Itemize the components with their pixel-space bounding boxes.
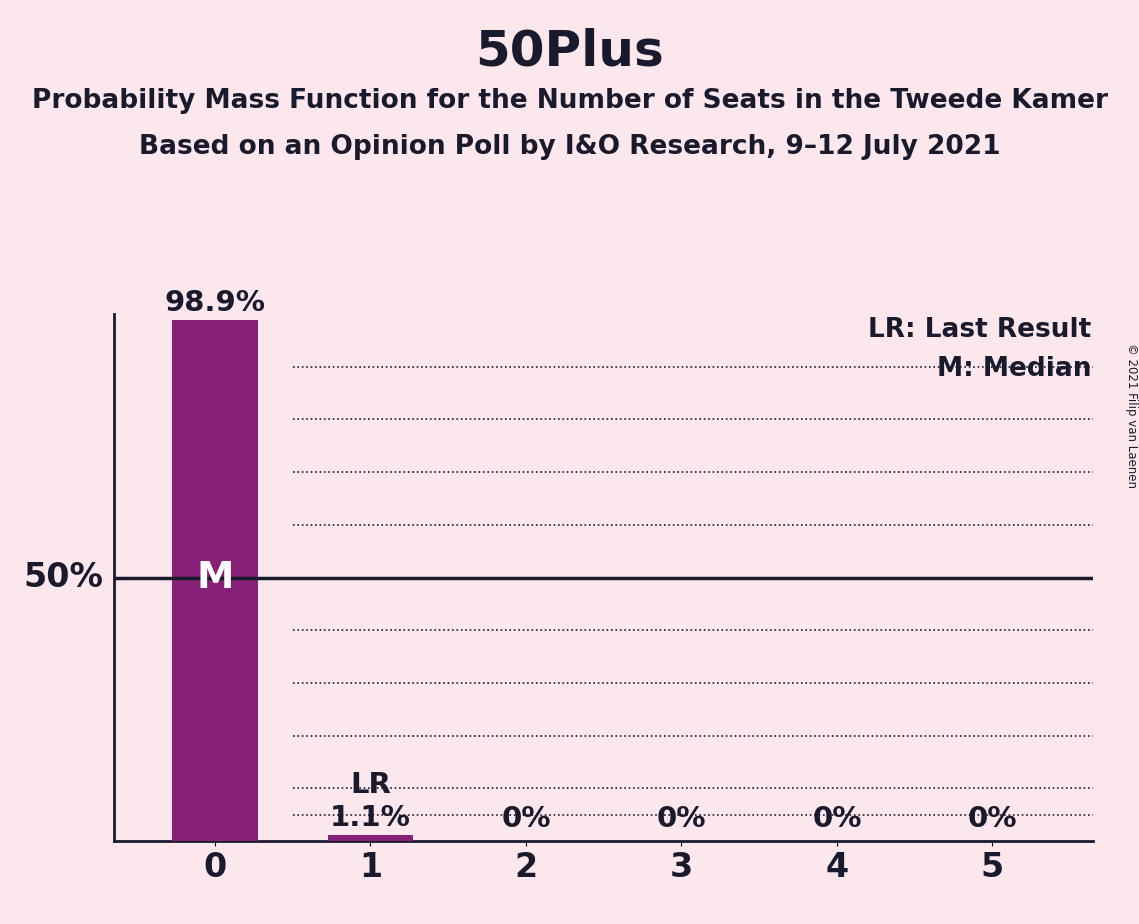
Text: 0%: 0% — [812, 805, 861, 833]
Text: 0%: 0% — [968, 805, 1017, 833]
Text: © 2021 Filip van Laenen: © 2021 Filip van Laenen — [1124, 344, 1138, 488]
Bar — [172, 320, 257, 841]
Text: M: Median: M: Median — [937, 357, 1091, 383]
Text: 50%: 50% — [23, 561, 103, 594]
Text: LR: LR — [350, 771, 391, 798]
Text: 0%: 0% — [657, 805, 706, 833]
Bar — [328, 835, 413, 841]
Text: 50Plus: 50Plus — [475, 28, 664, 76]
Text: 0%: 0% — [501, 805, 550, 833]
Text: 98.9%: 98.9% — [164, 289, 265, 317]
Text: Based on an Opinion Poll by I&O Research, 9–12 July 2021: Based on an Opinion Poll by I&O Research… — [139, 134, 1000, 160]
Text: Probability Mass Function for the Number of Seats in the Tweede Kamer: Probability Mass Function for the Number… — [32, 88, 1107, 114]
Text: 1.1%: 1.1% — [330, 805, 411, 833]
Text: M: M — [196, 560, 233, 595]
Text: LR: Last Result: LR: Last Result — [868, 317, 1091, 343]
